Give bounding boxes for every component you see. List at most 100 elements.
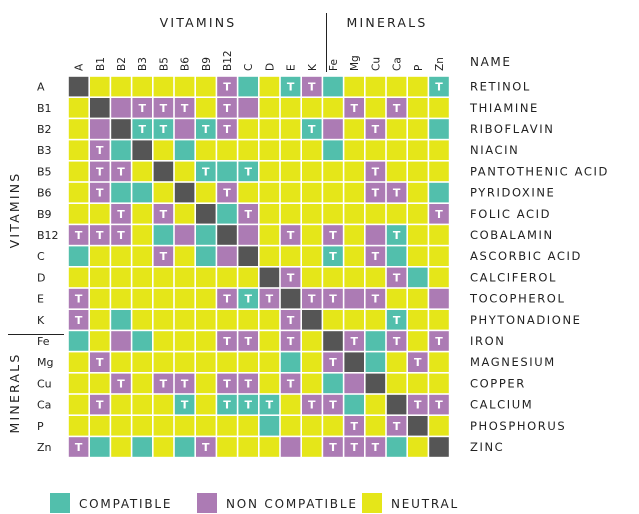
cell-b1-b2 bbox=[111, 98, 131, 118]
cell-mg-d bbox=[259, 352, 280, 372]
row-label-zn: Zn bbox=[37, 441, 52, 454]
cell-cu-a bbox=[68, 373, 89, 394]
row-label-d: D bbox=[37, 271, 45, 284]
cell-d-d bbox=[259, 267, 280, 288]
cell-zn-b9 bbox=[196, 437, 216, 457]
cell-b3-p bbox=[408, 140, 428, 160]
cell-e-b9 bbox=[196, 288, 216, 309]
cell-cu-k bbox=[302, 373, 322, 394]
cell-d-cu bbox=[365, 267, 386, 288]
cell-b6-p bbox=[408, 182, 428, 203]
column-label-p: P bbox=[413, 65, 425, 71]
mark-t-ca-p: T bbox=[414, 399, 422, 412]
cell-ca-d bbox=[259, 394, 280, 415]
cell-b1-k bbox=[302, 98, 322, 118]
name-label-b6: PYRIDOXINE bbox=[470, 186, 555, 200]
mark-t-fe-e: T bbox=[287, 335, 295, 348]
cell-d-b12 bbox=[217, 267, 237, 288]
cell-b12-b2 bbox=[111, 225, 131, 245]
cell-a-e bbox=[280, 76, 301, 97]
mark-t-b12-e: T bbox=[287, 229, 295, 242]
mark-t-b12-a: T bbox=[75, 229, 83, 242]
cell-p-e bbox=[280, 416, 301, 436]
row-label-b3: B3 bbox=[37, 144, 52, 157]
cell-b2-d bbox=[259, 119, 280, 139]
cell-cu-b12 bbox=[217, 373, 237, 394]
mark-t-fe-c: T bbox=[244, 335, 252, 348]
cell-ca-cu bbox=[365, 394, 386, 415]
name-header: NAME bbox=[470, 55, 512, 69]
cell-b2-b1 bbox=[90, 119, 110, 139]
cell-b3-e bbox=[280, 140, 301, 160]
cell-b2-b3 bbox=[132, 119, 152, 139]
column-label-b5: B5 bbox=[158, 57, 170, 71]
mark-t-mg-b1: T bbox=[96, 356, 104, 369]
name-label-cu: COPPER bbox=[470, 376, 526, 390]
column-label-b12: B12 bbox=[222, 50, 234, 71]
cell-e-ca bbox=[386, 288, 407, 309]
mark-t-mg-p: T bbox=[414, 356, 422, 369]
cell-b3-b3 bbox=[132, 140, 152, 160]
mark-t-p-mg: T bbox=[350, 420, 358, 433]
cell-b6-b5 bbox=[153, 182, 174, 203]
cell-k-b5 bbox=[153, 310, 174, 330]
cell-b5-d bbox=[259, 161, 280, 182]
cell-mg-cu bbox=[365, 352, 386, 372]
cell-b2-cu bbox=[365, 119, 386, 139]
cell-e-mg bbox=[344, 288, 364, 309]
cell-c-b5 bbox=[153, 246, 174, 266]
mark-t-e-a: T bbox=[75, 293, 83, 306]
cell-b2-e bbox=[280, 119, 301, 139]
cell-d-c bbox=[238, 267, 258, 288]
mark-t-ca-fe: T bbox=[329, 399, 337, 412]
cell-b3-zn bbox=[429, 140, 449, 160]
cell-ca-b9 bbox=[196, 394, 216, 415]
mark-t-a-zn: T bbox=[435, 81, 443, 94]
cell-zn-p bbox=[408, 437, 428, 457]
mark-t-cu-c: T bbox=[244, 377, 252, 390]
cell-b12-k bbox=[302, 225, 322, 245]
mark-t-e-d: T bbox=[266, 293, 274, 306]
row-label-mg: Mg bbox=[37, 356, 53, 369]
cell-b12-ca bbox=[386, 225, 407, 245]
cell-c-c bbox=[238, 246, 258, 266]
cell-e-b12 bbox=[217, 288, 237, 309]
cell-b6-zn bbox=[429, 182, 449, 203]
cell-b1-p bbox=[408, 98, 428, 118]
cell-b1-c bbox=[238, 98, 258, 118]
cell-b3-b9 bbox=[196, 140, 216, 160]
row-label-b5: B5 bbox=[37, 165, 52, 178]
mark-t-b2-b12: T bbox=[223, 123, 231, 136]
cell-c-a bbox=[68, 246, 89, 266]
cell-fe-k bbox=[302, 331, 322, 351]
cell-p-c bbox=[238, 416, 258, 436]
side-group-minerals: MINERALS bbox=[7, 353, 22, 434]
cell-k-d bbox=[259, 310, 280, 330]
cell-zn-mg bbox=[344, 437, 364, 457]
cell-k-b2 bbox=[111, 310, 131, 330]
mark-t-zn-cu: T bbox=[372, 441, 380, 454]
column-label-b9: B9 bbox=[201, 57, 213, 71]
cell-k-zn bbox=[429, 310, 449, 330]
cell-b12-p bbox=[408, 225, 428, 245]
cell-d-b5 bbox=[153, 267, 174, 288]
cell-e-a bbox=[68, 288, 89, 309]
mark-t-ca-k: T bbox=[308, 399, 316, 412]
cell-d-b9 bbox=[196, 267, 216, 288]
cell-e-b5 bbox=[153, 288, 174, 309]
cell-b3-c bbox=[238, 140, 258, 160]
cell-mg-b2 bbox=[111, 352, 131, 372]
name-label-a: RETINOL bbox=[470, 80, 531, 94]
cell-ca-b6 bbox=[174, 394, 195, 415]
cell-b5-b3 bbox=[132, 161, 152, 182]
cell-p-a bbox=[68, 416, 89, 436]
mark-t-fe-ca: T bbox=[393, 335, 401, 348]
cell-b9-a bbox=[68, 204, 89, 224]
cell-p-ca bbox=[386, 416, 407, 436]
cell-b6-b12 bbox=[217, 182, 237, 203]
cell-zn-b1 bbox=[90, 437, 110, 457]
cell-b1-d bbox=[259, 98, 280, 118]
mark-t-b3-b1: T bbox=[96, 144, 104, 157]
mark-t-zn-mg: T bbox=[350, 441, 358, 454]
